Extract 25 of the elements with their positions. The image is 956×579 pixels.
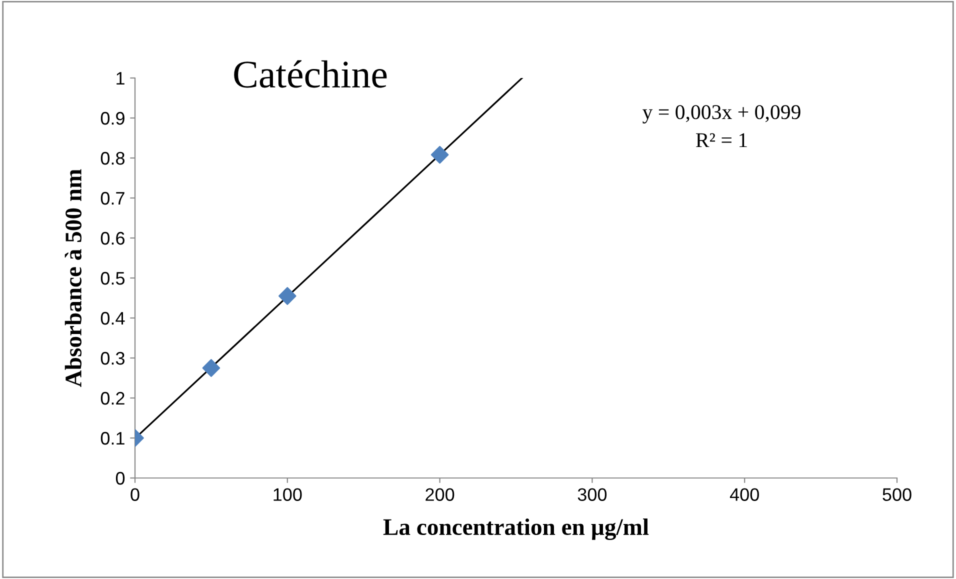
y-tick-label: 0.1 — [100, 432, 124, 445]
x-tick-label: 100 — [274, 488, 302, 501]
y-tick-label: 0.5 — [100, 272, 125, 285]
x-tick-label: 200 — [426, 488, 454, 501]
y-tick-label: 0.2 — [100, 392, 124, 405]
annotation: y = 0,003x + 0,099 — [642, 105, 800, 124]
y-tick-label: 0.4 — [100, 312, 125, 325]
x-axis-title: La concentration en µg/ml — [383, 518, 649, 540]
y-axis-title: Absorbance à 500 nm — [64, 169, 82, 387]
annotation: R² = 1 — [696, 133, 747, 148]
x-tick-label: 0 — [130, 488, 140, 501]
x-tick-label: 300 — [578, 488, 607, 501]
y-tick-label: 1 — [116, 72, 124, 85]
point — [430, 146, 449, 164]
x-tick-label: 500 — [882, 488, 912, 501]
y-tick-label: 0 — [116, 472, 125, 485]
y-tick-label: 0.8 — [100, 152, 124, 165]
y-tick-label: 0.9 — [100, 112, 124, 125]
point — [202, 359, 220, 377]
point — [278, 287, 296, 305]
y-tick-label: 0.6 — [100, 232, 124, 245]
x-tick-label: 400 — [730, 488, 759, 501]
y-tick-label: 0.3 — [100, 352, 124, 365]
y-tick-label: 0.7 — [100, 192, 124, 205]
chart-title: Catéchine — [234, 60, 387, 88]
